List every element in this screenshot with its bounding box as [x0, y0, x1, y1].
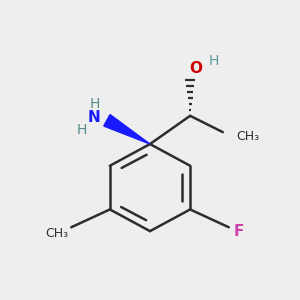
Text: N: N	[87, 110, 100, 125]
Text: H: H	[90, 97, 100, 111]
Polygon shape	[104, 115, 150, 144]
Text: O: O	[190, 61, 202, 76]
Text: H: H	[77, 123, 87, 137]
Text: CH₃: CH₃	[236, 130, 259, 143]
Text: H: H	[209, 54, 219, 68]
Text: CH₃: CH₃	[45, 227, 68, 240]
Text: F: F	[234, 224, 244, 239]
